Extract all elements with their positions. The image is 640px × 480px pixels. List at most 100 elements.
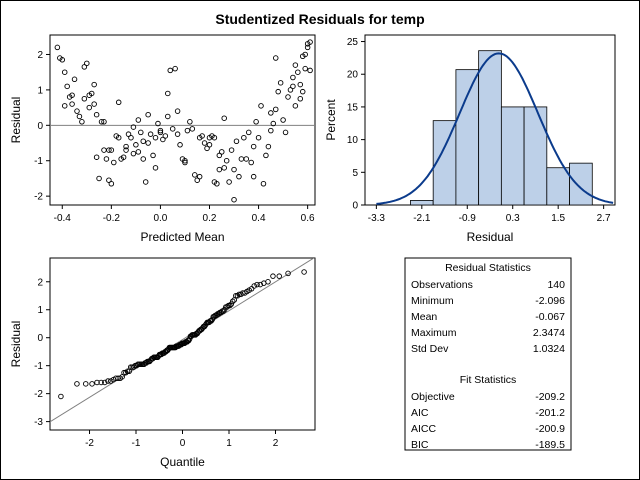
data-point — [157, 127, 164, 134]
data-point — [243, 156, 250, 162]
y-tick-label: 2 — [37, 50, 43, 61]
qq-data-point — [254, 281, 260, 288]
data-point — [219, 149, 225, 155]
data-point — [258, 103, 264, 109]
data-point — [150, 152, 156, 159]
residual-qq-plot: -2 -1 0 1 2 -3 -2 -1 0 1 2 Quantile Residual — [9, 257, 316, 469]
qq-data-point — [227, 302, 233, 309]
stat-label: Std Dev — [411, 343, 449, 355]
y-tick-label: 0 — [352, 201, 358, 212]
data-point — [152, 165, 159, 171]
x-tick-label: -0.9 — [459, 213, 477, 224]
data-point — [302, 65, 308, 72]
y-tick-label: -2 — [34, 389, 43, 400]
fit-stat-value: -209.2 — [535, 391, 565, 403]
histogram-bar — [569, 162, 593, 206]
residual-vs-predicted-plot: -0.4 -0.2 0.0 0.2 0.4 0.6 -2 -1 0 1 2 Predicted Mea… — [9, 34, 316, 244]
qq-data-point — [105, 378, 111, 384]
stat-value: 2.3474 — [533, 327, 565, 339]
data-point — [277, 80, 284, 86]
data-point — [61, 69, 68, 75]
qq-data-point — [265, 279, 271, 285]
data-point — [196, 173, 203, 180]
data-point — [226, 179, 232, 185]
y-tick-label: -1 — [34, 156, 43, 167]
y-tick-label: 10 — [347, 135, 359, 146]
data-point — [108, 147, 115, 153]
x-tick-label: 0 — [180, 438, 186, 449]
data-point — [265, 143, 272, 150]
data-point — [86, 104, 93, 111]
data-point — [307, 39, 313, 45]
fit-stat-value: -200.9 — [535, 423, 565, 435]
qq-data-point — [301, 269, 307, 275]
x-tick-label: 1.5 — [551, 213, 565, 224]
stat-label: Mean — [411, 311, 437, 323]
y-tick-label: 1 — [37, 305, 43, 316]
data-point — [145, 111, 151, 118]
qq-data-point — [236, 291, 242, 298]
qq-data-point — [121, 369, 127, 376]
data-point — [71, 76, 78, 83]
data-point — [221, 115, 227, 121]
data-point — [263, 152, 269, 159]
x-tick-label: -0.4 — [54, 213, 72, 224]
qq-data-point — [208, 318, 214, 324]
data-point — [238, 156, 245, 162]
x-tick-label: -2.1 — [413, 213, 431, 224]
data-point — [169, 126, 176, 132]
data-point — [165, 90, 171, 97]
data-point — [231, 196, 237, 203]
data-point — [120, 154, 127, 160]
data-point — [54, 44, 61, 51]
fit-statistics-title: Fit Statistics — [460, 374, 517, 386]
y-tick-label: 1 — [37, 85, 43, 96]
data-point — [74, 108, 80, 114]
data-point — [174, 131, 181, 137]
data-point — [167, 67, 173, 74]
data-point — [96, 175, 102, 182]
histogram-bar — [500, 106, 525, 206]
data-point — [140, 138, 146, 144]
data-point — [250, 143, 257, 150]
y-tick-label: -3 — [34, 417, 43, 428]
data-point — [250, 173, 257, 180]
qq-data-point — [108, 378, 114, 384]
stat-label: Maximum — [411, 327, 457, 339]
data-point — [272, 55, 279, 61]
x-tick-label: 1 — [226, 438, 232, 449]
residual-histogram-plot: -3.3 -2.1 -0.9 0.3 1.5 2.7 0 5 10 15 20 25 Residual P… — [324, 34, 616, 244]
data-point — [91, 81, 97, 88]
data-point — [297, 81, 304, 88]
qq-data-point — [74, 381, 80, 387]
fit-stat-label: AIC — [411, 407, 429, 419]
x-tick-label: 0.3 — [506, 213, 520, 224]
residual-statistics-title: Residual Statistics — [445, 262, 531, 274]
data-point — [223, 157, 230, 164]
x-tick-label: 0.2 — [203, 213, 217, 224]
data-point — [216, 166, 223, 173]
data-point — [192, 172, 198, 178]
chart-title: Studentized Residuals for temp — [215, 11, 424, 27]
qq-data-point — [228, 301, 235, 307]
x-tick-label: 2.7 — [597, 213, 611, 224]
y-axis-label: Residual — [9, 321, 23, 368]
qq-data-point — [270, 273, 276, 279]
data-point — [184, 127, 191, 134]
qq-data-point — [285, 270, 291, 277]
y-axis-label: Percent — [324, 99, 338, 141]
data-point — [260, 180, 267, 187]
data-point — [228, 147, 235, 153]
data-point — [130, 124, 137, 130]
histogram-bar — [410, 200, 434, 206]
qq-data-point — [98, 379, 104, 386]
y-axis-label: Residual — [9, 97, 23, 144]
data-point — [101, 147, 107, 153]
x-tick-label: 2 — [273, 438, 279, 449]
x-tick-label: 0.4 — [252, 213, 266, 224]
data-point — [233, 138, 240, 144]
data-point — [214, 180, 220, 187]
data-point — [61, 103, 68, 109]
data-point — [98, 119, 105, 125]
